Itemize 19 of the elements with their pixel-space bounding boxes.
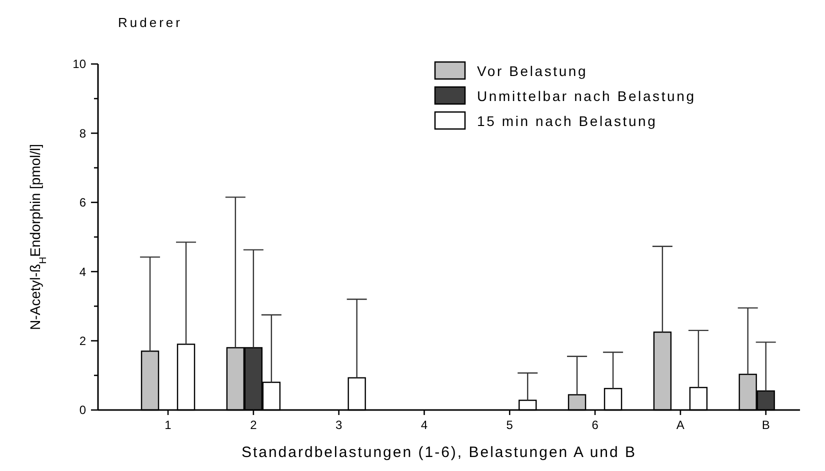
x-tick-label: 2 [250,418,258,432]
x-tick-label: A [676,418,684,432]
y-tick-label: 4 [79,264,86,279]
y-tick-label: 0 [79,403,86,418]
x-tick-label: 4 [420,418,428,432]
x-tick-label: B [762,418,770,432]
y-tick-label: 8 [79,126,86,140]
y-tick-label: 6 [79,196,86,210]
x-tick-label: 5 [506,418,514,432]
x-tick-label: 1 [164,418,172,432]
x-tick-label: 6 [592,418,599,432]
chart-title: Ruderer [118,15,182,30]
x-tick-label: 3 [335,418,342,432]
legend-label: Vor Belastung [477,62,588,79]
legend-label: 15 min nach Belastung [477,112,658,129]
y-tick-label: 10 [72,57,86,72]
x-axis-title: Standardbelastungen (1-6), Belastungen A und B [241,444,637,461]
y-tick-label: 2 [79,334,86,348]
legend-label: Unmittelbar nach Belastung [477,88,696,104]
